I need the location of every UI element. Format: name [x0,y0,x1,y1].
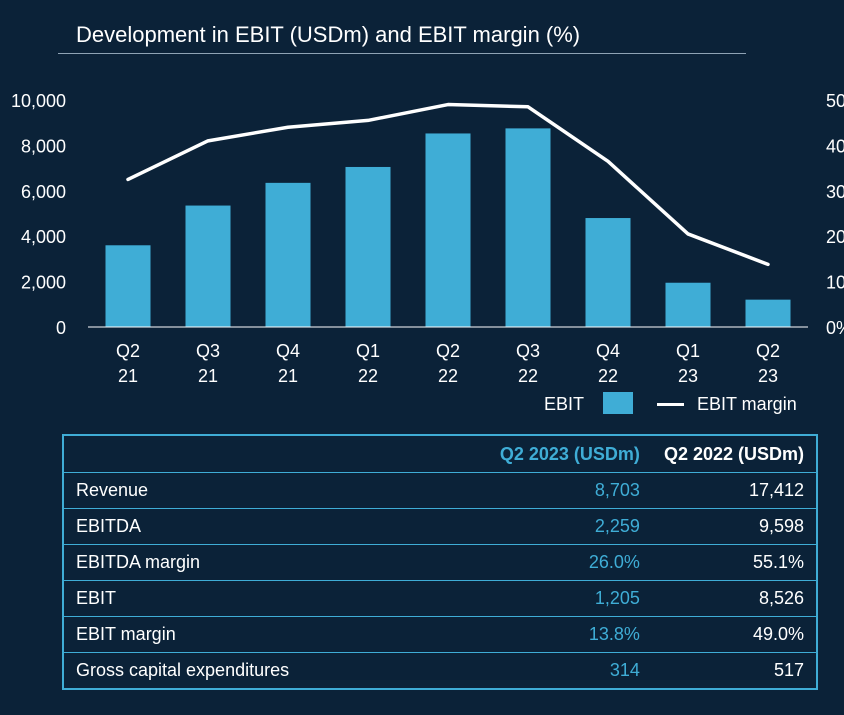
x-axis-tick-label: Q2 [756,341,780,361]
row-label: Revenue [63,472,488,509]
ebit-bar [665,282,711,327]
left-axis-tick-label: 2,000 [21,273,66,293]
x-axis-tick-label: Q2 [116,341,140,361]
ebit-bar [185,205,231,327]
ebit-bar [105,245,151,327]
row-q2-2023: 26.0% [487,544,652,581]
row-label: EBIT [63,580,488,617]
x-axis-tick-label: 22 [438,366,458,386]
ebit-bar [585,218,631,327]
table-row: EBITDA margin 26.0% 55.1% [63,544,817,581]
x-axis-tick-label: 22 [598,366,618,386]
table-header-row: Q2 2023 (USDm) Q2 2022 (USDm) [63,435,817,473]
left-axis-tick-label: 0 [56,318,66,338]
chart-title: Development in EBIT (USDm) and EBIT marg… [76,22,581,47]
ebit-bar [745,299,791,327]
row-q2-2023: 1,205 [487,580,652,617]
right-axis-tick-label: 20% [826,227,844,247]
x-axis-tick-label: 21 [118,366,138,386]
x-axis-tick-label: 23 [678,366,698,386]
right-axis-tick-label: 50% [826,91,844,111]
table-row: Revenue 8,703 17,412 [63,472,817,509]
x-axis-tick-label: Q3 [516,341,540,361]
x-axis-tick-label: Q4 [596,341,620,361]
x-axis-tick-label: 23 [758,366,778,386]
row-label: EBITDA [63,508,488,545]
header-q2-2023: Q2 2023 (USDm) [487,435,652,473]
x-axis-tick-label: 22 [518,366,538,386]
left-axis-tick-label: 8,000 [21,136,66,156]
x-axis-tick-label: Q1 [676,341,700,361]
row-q2-2023: 13.8% [487,616,652,653]
x-axis-tick-label: 21 [278,366,298,386]
ebit-margin-line [126,102,770,267]
row-label: EBITDA margin [63,544,488,581]
row-q2-2023: 8,703 [487,472,652,509]
row-q2-2022: 17,412 [651,472,817,509]
legend-margin-label: EBIT margin [697,394,797,414]
x-axis-tick-label: 21 [198,366,218,386]
x-axis-tick-label: Q4 [276,341,300,361]
row-q2-2023: 2,259 [487,508,652,545]
ebit-chart: 0 2,000 4,000 6,000 8,000 10,000 0% 10% 20% 30% 40… [11,91,844,386]
financial-summary-table: Q2 2023 (USDm) Q2 2022 (USDm) Revenue 8,… [62,434,818,690]
row-q2-2022: 55.1% [651,544,817,581]
table-row: Gross capital expenditures 314 517 [63,653,817,690]
title-divider [58,53,746,54]
left-axis-tick-label: 4,000 [21,227,66,247]
legend-margin-swatch [657,403,684,406]
header-label [63,435,488,473]
ebit-bar [345,166,391,327]
ebit-bar [265,182,311,327]
right-axis-tick-label: 0% [826,318,844,338]
table-row: EBIT 1,205 8,526 [63,580,817,617]
legend-ebit-label: EBIT [544,394,585,414]
x-axis-tick-label: 22 [358,366,378,386]
row-q2-2022: 49.0% [651,616,817,653]
row-q2-2022: 9,598 [651,508,817,545]
row-q2-2022: 8,526 [651,580,817,617]
right-axis-tick-label: 30% [826,182,844,202]
table-row: EBITDA 2,259 9,598 [63,508,817,545]
right-axis-tick-label: 40% [826,136,844,156]
x-axis-tick-label: Q2 [436,341,460,361]
left-axis-tick-label: 6,000 [21,182,66,202]
legend-ebit-swatch [603,392,633,414]
ebit-bar [425,133,471,327]
left-axis-tick-label: 10,000 [11,91,66,111]
row-q2-2023: 314 [609,660,640,680]
table-row: EBIT margin 13.8% 49.0% [63,616,817,653]
row-label: Gross capital expenditures [76,660,290,680]
x-axis-tick-label: Q1 [356,341,380,361]
header-q2-2022: Q2 2022 (USDm) [651,435,817,473]
row-q2-2022: 517 [773,660,804,680]
x-axis-tick-label: Q3 [196,341,220,361]
chart-legend: EBIT EBIT margin [0,392,844,418]
ebit-bar [505,128,551,327]
row-label: EBIT margin [63,616,488,653]
right-axis-tick-label: 10% [826,273,844,293]
